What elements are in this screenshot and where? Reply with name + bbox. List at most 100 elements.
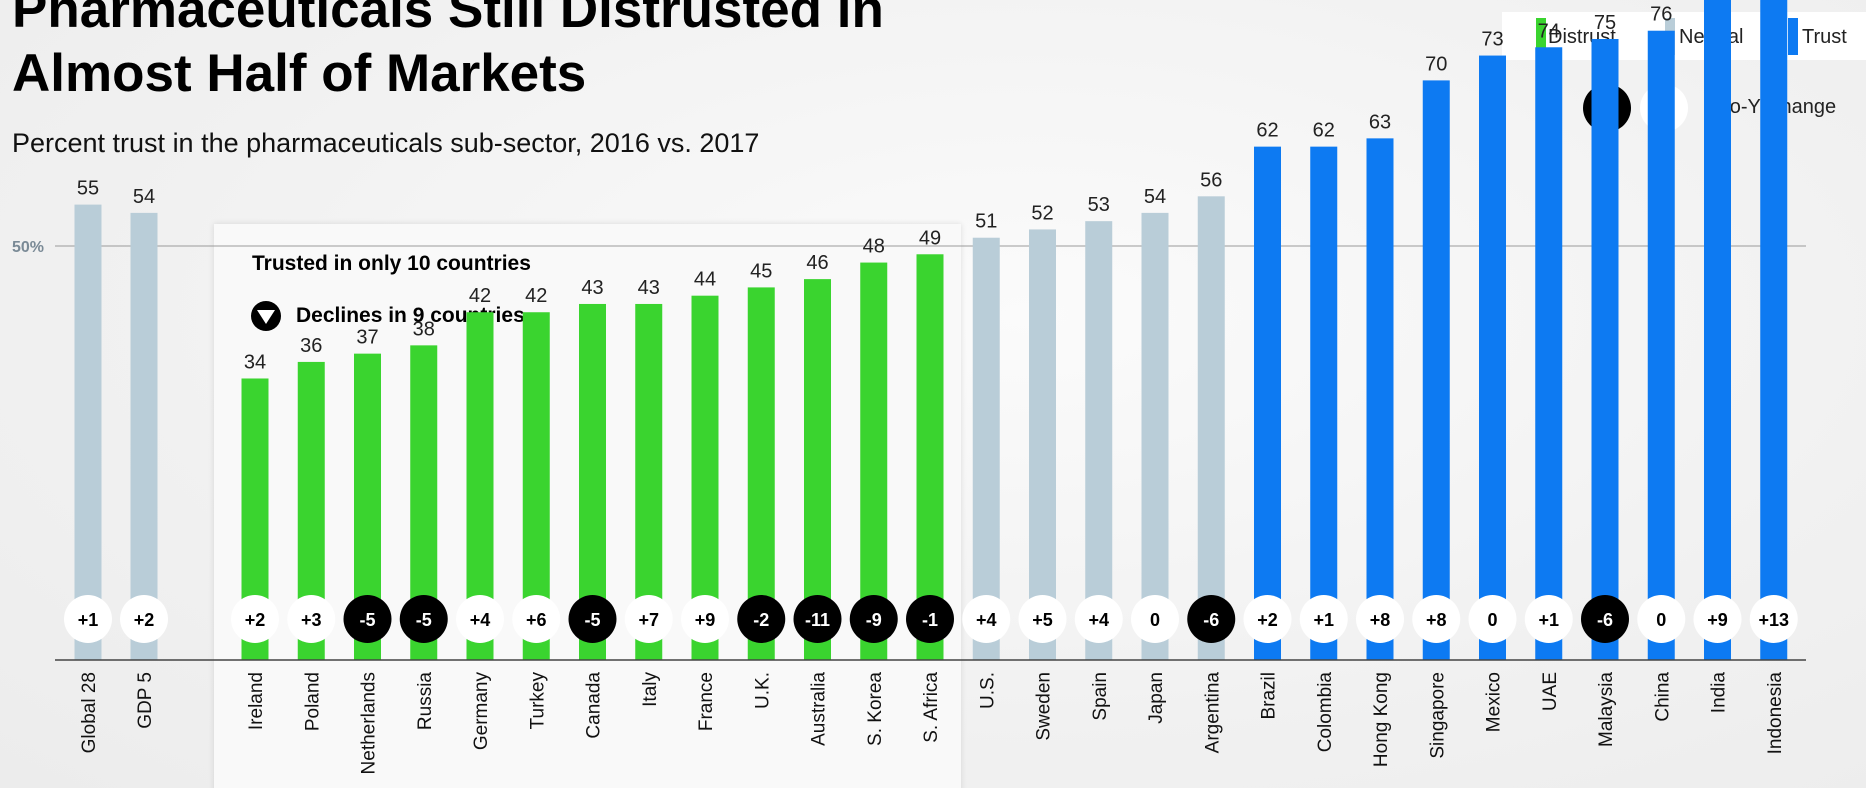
change-label: +5 [1032, 610, 1053, 630]
legend-swatch-distrust [1536, 18, 1546, 55]
category-label: Colombia [1315, 672, 1336, 753]
change-badge [624, 595, 673, 643]
change-label: -2 [753, 610, 769, 630]
change-badge [1637, 595, 1686, 643]
bar-s-korea [860, 262, 888, 660]
category-label: Spain [1090, 672, 1111, 721]
category-label: GDP 5 [135, 672, 156, 729]
category-label: Indonesia [1765, 672, 1786, 755]
change-label: +8 [1426, 610, 1447, 630]
change-label: -6 [1203, 610, 1219, 630]
category-label: Global 28 [79, 672, 100, 753]
change-badge [1524, 595, 1573, 643]
change-label: -5 [416, 610, 432, 630]
annotation-line-1: Trusted in only 10 countries [252, 252, 531, 275]
category-label: Netherlands [359, 672, 380, 774]
triangle-down-icon [251, 301, 281, 331]
reference-line-group: 50% [12, 239, 1806, 256]
change-badge [1412, 595, 1461, 643]
bar-mexico [1479, 55, 1506, 661]
category-label: France [696, 672, 717, 731]
category-label: Turkey [527, 672, 548, 730]
change-label: +9 [1707, 610, 1728, 630]
value-label: 74 [1538, 20, 1560, 42]
change-label: -11 [805, 610, 830, 630]
change-label: +9 [695, 610, 716, 630]
change-label: +2 [1257, 610, 1278, 630]
change-badge [1074, 595, 1123, 643]
legend-label-trust: Trust [1802, 26, 1847, 48]
bar-sweden [1029, 229, 1056, 660]
category-label: Brazil [1259, 672, 1280, 720]
change-badge [456, 595, 504, 643]
change-label: +2 [134, 610, 155, 630]
change-label: 0 [1487, 610, 1497, 630]
chart-title: Pharmaceuticals Still Distrusted in Almo… [12, 0, 884, 103]
legend-swatch-trust [1788, 18, 1798, 55]
category-label: China [1652, 672, 1673, 722]
change-label: +7 [638, 610, 659, 630]
change-badge [287, 595, 336, 643]
value-label: 42 [525, 285, 547, 307]
value-label: 62 [1256, 120, 1278, 142]
value-label: 70 [1425, 53, 1447, 75]
category-label: Russia [415, 672, 436, 731]
bar-brazil [1254, 146, 1281, 660]
value-label: 44 [694, 269, 716, 291]
category-label: Australia [809, 672, 830, 746]
change-label: +8 [1370, 610, 1391, 630]
change-label: +4 [976, 610, 997, 630]
change-badge [120, 595, 168, 643]
change-label: 0 [1150, 610, 1160, 630]
category-label: Hong Kong [1371, 672, 1392, 767]
value-label: 43 [638, 277, 660, 299]
value-label: 63 [1369, 111, 1391, 133]
bar-gdp-5 [130, 212, 158, 660]
value-label: 52 [1031, 202, 1053, 224]
change-label: +2 [245, 610, 266, 630]
change-label: +1 [1538, 610, 1559, 630]
category-label: Mexico [1484, 672, 1505, 732]
category-label: Italy [640, 672, 661, 707]
change-label: -9 [866, 610, 882, 630]
change-label: +6 [526, 610, 547, 630]
bar-indonesia [1760, 0, 1788, 660]
change-badge [1468, 595, 1517, 643]
change-label: +1 [78, 610, 99, 630]
change-badge [231, 595, 279, 643]
value-label: 55 [77, 178, 99, 200]
change-label: +13 [1758, 610, 1789, 630]
change-badge [1581, 595, 1629, 643]
change-label: +4 [1088, 610, 1109, 630]
category-label: Malaysia [1596, 672, 1617, 747]
value-label: 37 [356, 327, 378, 349]
category-label: Singapore [1427, 672, 1448, 759]
value-label: 75 [1594, 12, 1616, 34]
bar-argentina [1197, 196, 1225, 660]
value-label: 56 [1200, 169, 1222, 191]
bar-spain [1085, 221, 1113, 660]
bar-china [1647, 30, 1675, 661]
bar-uae [1535, 47, 1563, 660]
value-label: 46 [806, 252, 828, 274]
change-label: 0 [1656, 610, 1666, 630]
category-label: U.K. [752, 672, 773, 709]
bars-group: 55 +1 Global 28 54 +2 GDP 5 34 +2 Ireland 36 +3 Pol… [64, 0, 1798, 774]
bar-u-s- [972, 237, 1000, 660]
value-label: 54 [1144, 186, 1166, 208]
value-label: 51 [975, 211, 997, 233]
change-badge [681, 595, 729, 643]
change-label: -6 [1597, 610, 1613, 630]
category-label: Ireland [246, 672, 267, 730]
change-label: -1 [922, 610, 938, 630]
change-label: +3 [301, 610, 322, 630]
change-badge [1187, 595, 1236, 643]
bar-s-africa [916, 254, 944, 660]
bar-singapore [1422, 80, 1450, 660]
category-label: UAE [1540, 672, 1561, 711]
category-label: Canada [584, 672, 605, 739]
category-label: S. Korea [865, 672, 886, 746]
category-label: U.S. [977, 672, 998, 709]
change-badge [1131, 595, 1179, 643]
